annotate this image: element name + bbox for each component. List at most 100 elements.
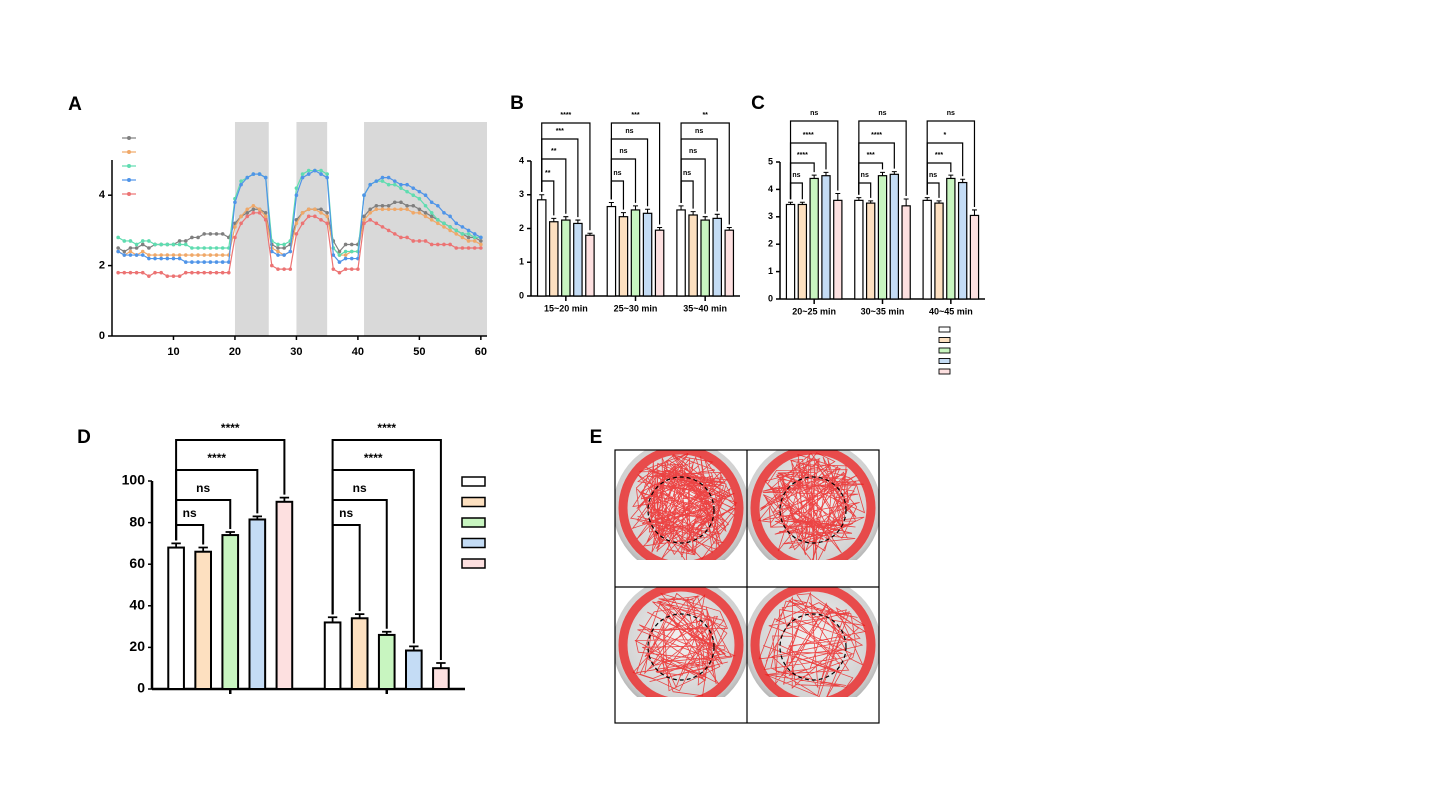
data-point — [337, 249, 342, 254]
data-point — [405, 182, 409, 187]
significance-label: ** — [545, 170, 551, 177]
error-bar — [382, 630, 392, 635]
x-tick-label: 40~45 min — [929, 306, 973, 316]
center-zone — [779, 476, 847, 544]
data-point — [153, 270, 157, 275]
x-tick-label: 30~35 min — [861, 306, 905, 316]
data-point — [368, 218, 372, 222]
data-point — [122, 239, 127, 243]
legend-swatch — [461, 537, 486, 549]
shaded-region — [296, 122, 328, 336]
y-tick-label: 100 — [122, 472, 146, 488]
data-point — [245, 211, 250, 215]
data-point — [399, 200, 403, 205]
y-tick-label: 0 — [99, 330, 105, 342]
data-point — [429, 211, 434, 215]
data-point — [147, 239, 151, 243]
significance-label: ns — [689, 148, 697, 155]
legend-swatch — [461, 558, 486, 569]
data-point — [282, 253, 286, 257]
data-point — [479, 239, 483, 243]
data-point — [429, 218, 434, 222]
data-point — [392, 232, 397, 236]
data-point — [245, 207, 250, 212]
data-point — [140, 239, 145, 243]
data-point — [417, 207, 422, 212]
data-point — [239, 221, 243, 226]
data-point — [282, 267, 286, 271]
data-point — [208, 232, 213, 236]
data-point — [177, 274, 182, 278]
data-point — [276, 242, 280, 247]
data-point — [245, 214, 250, 219]
bar — [901, 205, 911, 300]
x-tick-label: 30 — [290, 346, 302, 358]
data-point — [122, 253, 127, 257]
significance-bracket — [858, 120, 907, 196]
data-point — [208, 246, 213, 250]
data-point — [460, 225, 465, 229]
data-point — [134, 242, 139, 247]
data-point — [196, 253, 200, 257]
significance-bracket — [610, 180, 625, 210]
error-bar — [678, 205, 684, 210]
error-bar — [891, 171, 897, 175]
y-tick-label: 40 — [129, 597, 145, 613]
data-point — [454, 246, 459, 250]
data-point — [263, 214, 268, 219]
data-point — [165, 242, 170, 247]
y-tick-label: 2 — [768, 239, 773, 249]
data-point — [251, 211, 256, 215]
significance-label: *** — [867, 152, 875, 159]
data-point — [479, 235, 483, 240]
data-point — [325, 211, 329, 215]
data-point — [442, 225, 446, 229]
significance-bracket — [541, 122, 591, 231]
legend-swatch — [938, 368, 951, 375]
significance-bracket — [331, 439, 442, 660]
y-tick-label: 20 — [129, 638, 145, 654]
error-bar — [948, 174, 954, 179]
data-point — [276, 253, 280, 257]
data-point — [472, 246, 477, 250]
bar — [275, 500, 294, 690]
data-point — [190, 246, 194, 250]
data-point — [239, 214, 243, 219]
data-point — [153, 253, 157, 257]
data-point — [128, 246, 133, 250]
error-bar — [972, 209, 977, 216]
data-point — [392, 182, 397, 187]
error-bar — [903, 198, 909, 206]
data-point — [362, 193, 366, 197]
significance-label: **** — [364, 451, 383, 465]
bar — [922, 199, 932, 300]
error-bar — [171, 542, 181, 548]
data-point — [165, 274, 170, 278]
bar — [642, 212, 653, 297]
x-tick-label: 40 — [352, 346, 364, 358]
data-point — [300, 172, 305, 176]
data-point — [171, 242, 176, 247]
data-point — [399, 235, 403, 240]
data-point — [325, 221, 329, 226]
data-point — [436, 218, 440, 222]
data-point — [159, 253, 163, 257]
data-point — [319, 207, 323, 212]
y-tick-label: 80 — [129, 513, 145, 529]
data-point — [177, 256, 182, 261]
data-point — [448, 242, 452, 247]
data-point — [479, 242, 483, 247]
y-tick-label: 3 — [519, 189, 524, 199]
data-point — [159, 270, 163, 275]
significance-bracket — [175, 524, 205, 545]
arena-image — [747, 587, 879, 697]
significance-bracket — [789, 120, 839, 200]
data-point — [306, 207, 311, 212]
data-point — [128, 253, 133, 257]
bar — [221, 534, 240, 691]
data-point — [220, 253, 225, 257]
bar — [877, 175, 888, 300]
data-point — [196, 246, 200, 250]
significance-label: ns — [695, 128, 703, 135]
significance-bracket — [331, 469, 415, 644]
